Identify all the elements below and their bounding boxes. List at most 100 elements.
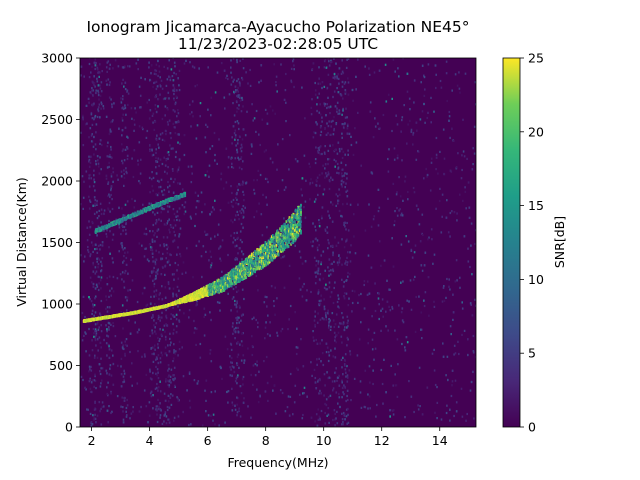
heatmap-cell [242,313,244,316]
heatmap-cell [455,259,458,262]
heatmap-cell [108,132,111,136]
heatmap-cell [303,206,305,209]
heatmap-cell [108,96,111,99]
heatmap-cell [106,155,109,158]
heatmap-cell [260,79,262,82]
heatmap-cell [179,255,182,258]
heatmap-cell [421,337,423,340]
heatmap-cell [301,285,304,288]
heatmap-cell [236,151,239,154]
heatmap-cell [234,408,237,411]
heatmap-cell [353,377,356,380]
heatmap-cell [341,418,344,421]
heatmap-cell [345,408,348,411]
heatmap-cell [233,327,236,331]
heatmap-cell [87,97,90,100]
heatmap-cell [157,192,160,195]
heatmap-cell [321,172,323,175]
heatmap-cell [236,148,238,151]
heatmap-cell [326,103,328,106]
heatmap-cell [112,383,115,386]
heatmap-cell [294,384,297,387]
heatmap-cell [473,125,476,128]
heatmap-cell [179,227,182,230]
heatmap-cell [409,108,411,111]
heatmap-cell [232,125,235,128]
heatmap-cell [341,312,343,315]
heatmap-cell [220,286,222,290]
heatmap-cell [120,175,123,178]
heatmap-cell [168,119,171,122]
heatmap-cell [288,414,291,417]
heatmap-cell [175,313,178,316]
heatmap-cell [428,236,430,239]
heatmap-cell [460,387,463,390]
heatmap-cell [242,193,245,196]
heatmap-cell [347,319,349,322]
heatmap-cell [385,325,387,328]
heatmap-cell [461,415,464,418]
heatmap-cell [90,155,92,158]
heatmap-cell [129,332,132,335]
heatmap-cell [164,330,166,333]
heatmap-cell [137,350,139,353]
heatmap-cell [92,270,95,273]
heatmap-cell [154,263,157,266]
heatmap-cell [195,244,198,247]
heatmap-cell [155,219,158,222]
heatmap-cell [237,289,240,292]
heatmap-cell [236,198,238,201]
heatmap-cell [400,212,403,215]
heatmap-cell [184,210,187,213]
heatmap-cell [344,172,346,175]
heatmap-cell [325,403,328,407]
heatmap-cell [108,328,110,331]
heatmap-cell [197,296,200,300]
heatmap-cell [96,257,98,260]
heatmap-cell [99,312,101,315]
heatmap-cell [373,215,376,218]
heatmap-cell [324,228,327,231]
heatmap-cell [221,239,224,242]
heatmap-cell [404,416,406,419]
heatmap-cell [337,241,340,244]
heatmap-cell [475,229,476,232]
heatmap-cell [214,291,216,295]
heatmap-cell [322,277,325,280]
heatmap-cell [331,312,334,315]
heatmap-cell [241,146,243,149]
heatmap-cell [279,389,282,392]
heatmap-cell [159,390,162,393]
heatmap-cell [293,68,295,71]
heatmap-cell [108,83,111,87]
heatmap-cell [210,255,212,258]
heatmap-cell [234,404,236,407]
heatmap-cell [321,120,323,123]
heatmap-cell [346,116,348,119]
heatmap-cell [338,306,340,309]
heatmap-cell [227,155,230,159]
heatmap-cell [459,91,461,94]
heatmap-cell [342,107,344,110]
heatmap-cell [321,206,324,209]
heatmap-cell [249,84,252,87]
heatmap-cell [151,249,154,252]
heatmap-cell [242,58,244,60]
heatmap-cell [401,159,403,162]
heatmap-cell [372,382,374,386]
heatmap-cell [470,303,472,306]
heatmap-cell [346,256,348,259]
heatmap-cell [264,326,267,329]
heatmap-cell [388,305,390,308]
heatmap-cell [236,375,239,378]
heatmap-cell [322,164,324,167]
heatmap-cell [329,263,332,266]
heatmap-cell [346,365,348,368]
heatmap-cell [97,257,100,260]
heatmap-cell [239,96,241,99]
heatmap-cell [452,293,454,296]
heatmap-cell [110,411,112,415]
heatmap-cell [288,318,290,321]
heatmap-cell [335,62,337,65]
heatmap-cell [159,338,161,341]
